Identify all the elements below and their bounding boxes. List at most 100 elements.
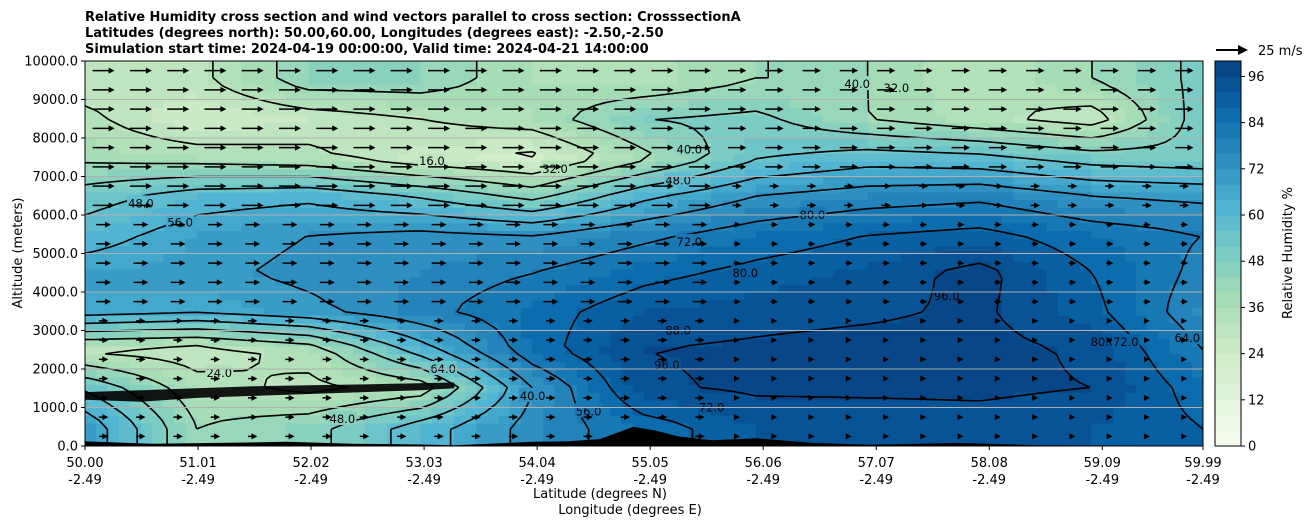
rh-cell	[722, 330, 735, 339]
rh-cell	[453, 361, 466, 370]
rh-cell	[1113, 415, 1126, 424]
rh-cell	[655, 299, 667, 308]
rh-cell	[196, 168, 209, 178]
rh-cell	[610, 268, 623, 278]
rh-cell	[1135, 245, 1148, 255]
rh-cell	[275, 245, 287, 255]
rh-cell	[353, 315, 366, 324]
rh-cell	[308, 338, 321, 347]
rh-cell	[822, 130, 835, 139]
rh-cell	[811, 384, 824, 393]
rh-cell	[96, 153, 108, 162]
rh-cell	[1046, 215, 1059, 224]
rh-cell	[655, 107, 667, 116]
rh-cell	[386, 261, 399, 270]
rh-cell	[554, 299, 567, 308]
rh-cell	[711, 91, 723, 101]
rh-cell	[185, 299, 198, 308]
rh-cell	[1113, 392, 1126, 401]
rh-cell	[945, 245, 958, 255]
rh-cell	[666, 276, 679, 285]
rh-cell	[699, 307, 712, 316]
rh-cell	[778, 338, 790, 347]
rh-cell	[934, 384, 947, 393]
rh-cell	[453, 299, 466, 308]
rh-cell	[107, 299, 120, 308]
rh-cell	[1191, 184, 1203, 193]
rh-cell	[1147, 145, 1159, 154]
rh-cell	[185, 399, 198, 409]
rh-cell	[945, 268, 958, 278]
rh-cell	[487, 61, 500, 70]
rh-cell	[219, 99, 231, 108]
rh-cell	[453, 215, 466, 224]
rh-cell	[588, 99, 600, 108]
rh-cell	[1135, 430, 1148, 439]
rh-cell	[945, 99, 958, 108]
rh-cell	[1024, 315, 1036, 324]
rh-cell	[219, 245, 231, 255]
rh-cell	[118, 145, 131, 154]
rh-cell	[1068, 299, 1081, 308]
rh-cell	[666, 61, 679, 70]
rh-cell	[610, 184, 623, 193]
rh-cell	[465, 145, 477, 154]
rh-cell	[353, 322, 366, 332]
rh-cell	[610, 215, 623, 224]
rh-cell	[912, 361, 925, 370]
rh-cell	[129, 153, 142, 162]
rh-cell	[621, 284, 634, 293]
rh-cell	[1102, 407, 1115, 416]
rh-cell	[420, 207, 433, 216]
rh-cell	[1135, 138, 1148, 147]
rh-cell	[308, 207, 321, 216]
rh-cell	[755, 91, 768, 101]
rh-cell	[800, 276, 813, 285]
rh-cell	[912, 176, 925, 185]
rh-cell	[453, 407, 466, 416]
rh-cell	[766, 99, 779, 108]
rh-cell	[979, 407, 992, 416]
rh-cell	[1057, 345, 1070, 355]
rh-cell	[934, 361, 947, 370]
rh-cell	[364, 114, 377, 124]
rh-cell	[375, 184, 388, 193]
rh-cell	[677, 315, 690, 324]
rh-cell	[811, 230, 824, 239]
rh-cell	[1135, 130, 1148, 139]
rh-cell	[476, 138, 489, 147]
rh-cell	[1080, 299, 1092, 308]
rh-cell	[588, 130, 600, 139]
rh-cell	[275, 230, 287, 239]
rh-cell	[856, 292, 869, 301]
rh-cell	[588, 292, 600, 301]
rh-cell	[979, 253, 992, 262]
rh-cell	[878, 153, 891, 162]
rh-cell	[1091, 292, 1103, 301]
rh-cell	[789, 253, 802, 262]
rh-cell	[1057, 184, 1070, 193]
rh-cell	[442, 76, 455, 85]
rh-cell	[129, 168, 142, 178]
rh-cell	[923, 422, 936, 432]
rh-cell	[778, 330, 790, 339]
rh-cell	[297, 76, 310, 85]
rh-cell	[431, 122, 444, 131]
rh-cell	[755, 276, 768, 285]
rh-cell	[778, 276, 790, 285]
rh-cell	[632, 253, 645, 262]
rh-cell	[1191, 268, 1203, 278]
rh-cell	[286, 315, 299, 324]
rh-cell	[621, 84, 634, 93]
rh-cell	[822, 222, 835, 231]
rh-cell	[755, 99, 768, 108]
rh-cell	[275, 369, 287, 378]
rh-cell	[532, 138, 544, 147]
rh-cell	[934, 215, 947, 224]
rh-cell	[901, 268, 913, 278]
rh-cell	[543, 268, 556, 278]
rh-cell	[990, 207, 1003, 216]
rh-cell	[778, 91, 790, 101]
rh-cell	[1147, 392, 1159, 401]
rh-cell	[263, 245, 276, 255]
